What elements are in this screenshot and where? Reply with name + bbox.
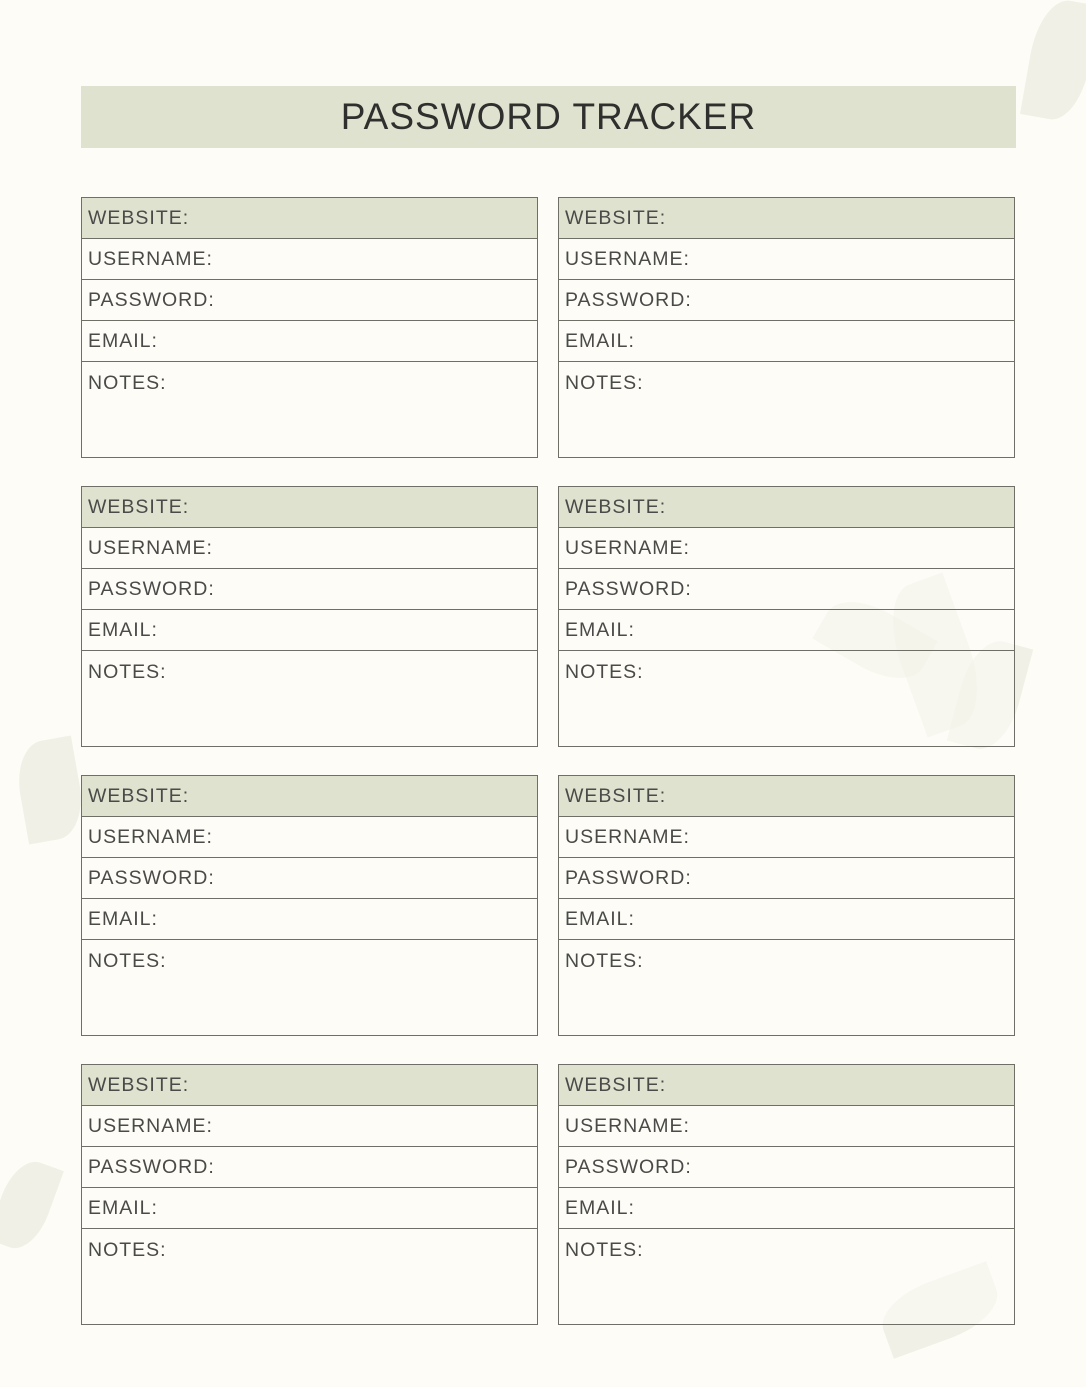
password-label: PASSWORD:	[565, 1155, 692, 1178]
email-field[interactable]: EMAIL:	[559, 321, 1014, 362]
username-field[interactable]: USERNAME:	[82, 817, 537, 858]
password-label: PASSWORD:	[565, 288, 692, 311]
notes-field[interactable]: NOTES:	[82, 940, 537, 1036]
username-label: USERNAME:	[88, 825, 213, 848]
password-card: WEBSITE: USERNAME: PASSWORD: EMAIL: NOTES:	[558, 486, 1015, 747]
password-field[interactable]: PASSWORD:	[82, 569, 537, 610]
username-label: USERNAME:	[565, 1114, 690, 1137]
website-field[interactable]: WEBSITE:	[82, 1065, 537, 1106]
username-field[interactable]: USERNAME:	[82, 1106, 537, 1147]
notes-label: NOTES:	[565, 372, 644, 394]
password-card: WEBSITE: USERNAME: PASSWORD: EMAIL: NOTES:	[558, 775, 1015, 1036]
username-label: USERNAME:	[565, 825, 690, 848]
password-card: WEBSITE: USERNAME: PASSWORD: EMAIL: NOTES:	[81, 1064, 538, 1325]
username-field[interactable]: USERNAME:	[559, 239, 1014, 280]
notes-field[interactable]: NOTES:	[82, 1229, 537, 1325]
email-field[interactable]: EMAIL:	[82, 899, 537, 940]
email-label: EMAIL:	[565, 1196, 635, 1219]
password-field[interactable]: PASSWORD:	[559, 280, 1014, 321]
website-label: WEBSITE:	[88, 495, 190, 518]
email-label: EMAIL:	[565, 907, 635, 930]
password-field[interactable]: PASSWORD:	[559, 569, 1014, 610]
website-field[interactable]: WEBSITE:	[82, 776, 537, 817]
password-label: PASSWORD:	[88, 1155, 215, 1178]
notes-label: NOTES:	[565, 661, 644, 683]
password-card: WEBSITE: USERNAME: PASSWORD: EMAIL: NOTES:	[81, 775, 538, 1036]
notes-field[interactable]: NOTES:	[559, 1229, 1014, 1325]
website-field[interactable]: WEBSITE:	[82, 198, 537, 239]
username-field[interactable]: USERNAME:	[559, 817, 1014, 858]
username-label: USERNAME:	[88, 247, 213, 270]
notes-label: NOTES:	[88, 950, 167, 972]
email-field[interactable]: EMAIL:	[559, 610, 1014, 651]
website-label: WEBSITE:	[88, 784, 190, 807]
website-label: WEBSITE:	[88, 1073, 190, 1096]
username-field[interactable]: USERNAME:	[559, 528, 1014, 569]
page-title: PASSWORD TRACKER	[340, 96, 757, 137]
username-field[interactable]: USERNAME:	[82, 528, 537, 569]
notes-label: NOTES:	[565, 950, 644, 972]
email-field[interactable]: EMAIL:	[82, 321, 537, 362]
username-label: USERNAME:	[565, 536, 690, 559]
password-field[interactable]: PASSWORD:	[82, 1147, 537, 1188]
password-field[interactable]: PASSWORD:	[82, 280, 537, 321]
notes-label: NOTES:	[88, 372, 167, 394]
website-field[interactable]: WEBSITE:	[559, 198, 1014, 239]
website-field[interactable]: WEBSITE:	[82, 487, 537, 528]
password-label: PASSWORD:	[88, 288, 215, 311]
password-field[interactable]: PASSWORD:	[559, 1147, 1014, 1188]
email-field[interactable]: EMAIL:	[82, 610, 537, 651]
website-label: WEBSITE:	[565, 206, 667, 229]
notes-label: NOTES:	[88, 1239, 167, 1261]
notes-field[interactable]: NOTES:	[559, 651, 1014, 747]
email-label: EMAIL:	[565, 329, 635, 352]
password-field[interactable]: PASSWORD:	[559, 858, 1014, 899]
email-field[interactable]: EMAIL:	[82, 1188, 537, 1229]
password-label: PASSWORD:	[565, 577, 692, 600]
password-label: PASSWORD:	[88, 866, 215, 889]
website-label: WEBSITE:	[565, 784, 667, 807]
website-label: WEBSITE:	[565, 1073, 667, 1096]
email-label: EMAIL:	[88, 1196, 158, 1219]
email-label: EMAIL:	[88, 907, 158, 930]
notes-field[interactable]: NOTES:	[82, 651, 537, 747]
username-field[interactable]: USERNAME:	[82, 239, 537, 280]
notes-field[interactable]: NOTES:	[559, 362, 1014, 458]
website-field[interactable]: WEBSITE:	[559, 487, 1014, 528]
title-bar: PASSWORD TRACKER	[81, 86, 1016, 148]
password-card: WEBSITE: USERNAME: PASSWORD: EMAIL: NOTES:	[81, 197, 538, 458]
website-field[interactable]: WEBSITE:	[559, 776, 1014, 817]
website-field[interactable]: WEBSITE:	[559, 1065, 1014, 1106]
username-label: USERNAME:	[88, 1114, 213, 1137]
password-label: PASSWORD:	[88, 577, 215, 600]
website-label: WEBSITE:	[565, 495, 667, 518]
email-label: EMAIL:	[565, 618, 635, 641]
password-field[interactable]: PASSWORD:	[82, 858, 537, 899]
notes-field[interactable]: NOTES:	[82, 362, 537, 458]
password-card: WEBSITE: USERNAME: PASSWORD: EMAIL: NOTES:	[558, 197, 1015, 458]
notes-field[interactable]: NOTES:	[559, 940, 1014, 1036]
email-label: EMAIL:	[88, 618, 158, 641]
password-label: PASSWORD:	[565, 866, 692, 889]
email-field[interactable]: EMAIL:	[559, 1188, 1014, 1229]
notes-label: NOTES:	[565, 1239, 644, 1261]
notes-label: NOTES:	[88, 661, 167, 683]
password-card: WEBSITE: USERNAME: PASSWORD: EMAIL: NOTES:	[81, 486, 538, 747]
username-label: USERNAME:	[565, 247, 690, 270]
password-card: WEBSITE: USERNAME: PASSWORD: EMAIL: NOTES:	[558, 1064, 1015, 1325]
email-field[interactable]: EMAIL:	[559, 899, 1014, 940]
email-label: EMAIL:	[88, 329, 158, 352]
username-label: USERNAME:	[88, 536, 213, 559]
website-label: WEBSITE:	[88, 206, 190, 229]
username-field[interactable]: USERNAME:	[559, 1106, 1014, 1147]
